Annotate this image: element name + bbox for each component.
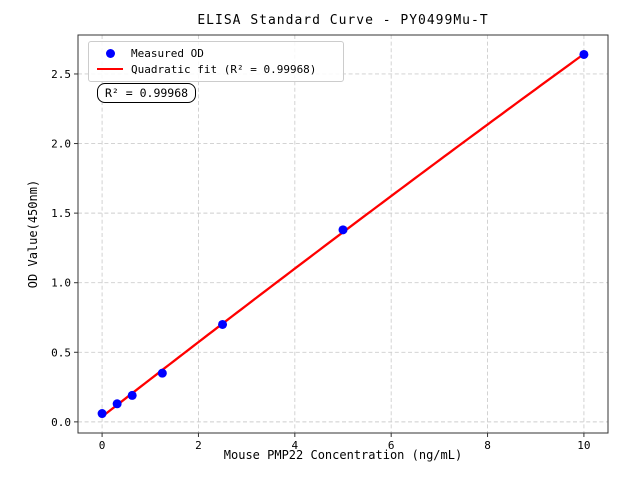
- x-tick-label: 0: [99, 439, 106, 452]
- red-line-marker-icon: [97, 68, 123, 71]
- x-tick-label: 4: [292, 439, 299, 452]
- y-tick-label: 0.0: [51, 416, 71, 429]
- x-tick-label: 6: [388, 439, 395, 452]
- fit-line: [100, 52, 586, 418]
- y-axis-label: OD Value(450nm): [26, 179, 40, 289]
- legend-item-quadratic-fit: Quadratic fit (R² = 0.99968): [95, 62, 337, 78]
- x-tick-label: 2: [195, 439, 202, 452]
- r-squared-annotation: R² = 0.99968: [97, 83, 197, 103]
- legend-handle: [95, 49, 125, 59]
- data-point: [157, 368, 167, 378]
- legend-handle: [95, 68, 125, 71]
- y-tick-label: 0.5: [51, 346, 71, 359]
- data-point: [338, 225, 348, 235]
- data-point: [579, 49, 589, 59]
- data-point: [127, 390, 137, 400]
- legend: Measured OD Quadratic fit (R² = 0.99968): [88, 41, 344, 82]
- legend-item-measured-od: Measured OD: [95, 46, 337, 62]
- chart-title: ELISA Standard Curve - PY0499Mu-T: [197, 13, 489, 28]
- axes-frame: [77, 34, 609, 434]
- y-tick-label: 1.0: [51, 277, 71, 290]
- y-tick-label: 2.0: [51, 138, 71, 151]
- data-point: [218, 319, 228, 329]
- legend-label: Measured OD: [131, 47, 204, 61]
- y-tick-label: 1.5: [51, 207, 71, 220]
- y-tick-label: 2.5: [51, 68, 71, 81]
- legend-label: Quadratic fit (R² = 0.99968): [131, 62, 317, 76]
- x-axis-label: Mouse PMP22 Concentration (ng/mL): [223, 448, 463, 462]
- blue-dot-marker-icon: [105, 49, 115, 59]
- data-point: [97, 409, 107, 419]
- x-tick-label: 8: [484, 439, 491, 452]
- data-point: [112, 399, 122, 409]
- x-tick-label: 10: [577, 439, 590, 452]
